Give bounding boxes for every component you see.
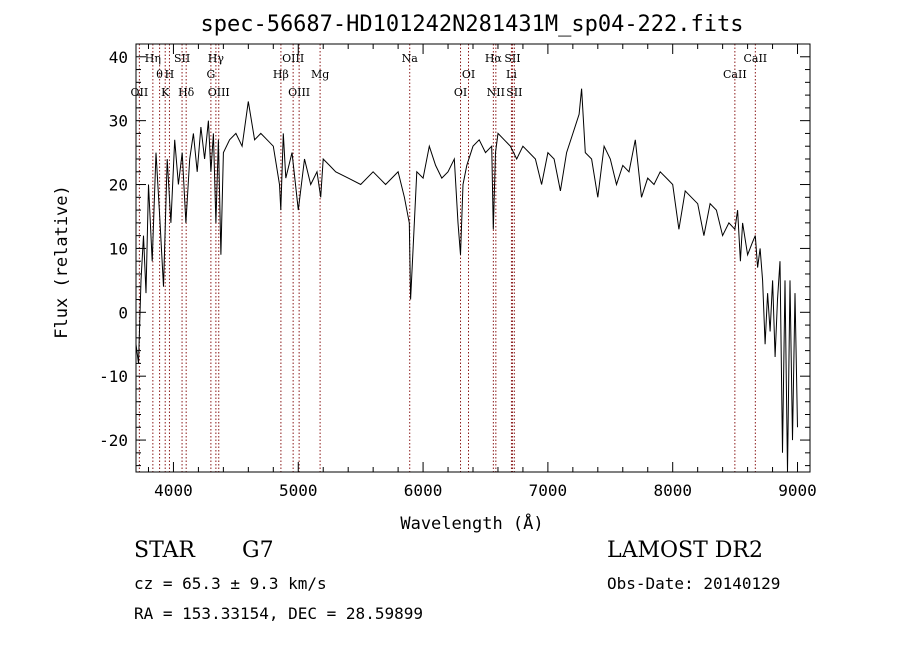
object-subclass: G7	[242, 538, 274, 563]
coordinates: RA = 153.33154, DEC = 28.59899	[134, 604, 423, 623]
obs-date: Obs-Date: 20140129	[607, 574, 781, 593]
line-marker-label: Hη	[145, 52, 161, 65]
line-marker-label: G	[206, 68, 215, 81]
line-marker-label: Na	[402, 52, 419, 65]
line-marker-labels: OIIHηθKHSIIHδGHγOIIIHβOIIIOIIIMgNaOIOIHα…	[131, 52, 768, 99]
x-tick-label: 7000	[529, 481, 568, 500]
line-marker-label: θ	[156, 68, 163, 81]
line-marker-label: Hγ	[208, 52, 225, 65]
line-marker-label: CaII	[723, 68, 747, 81]
line-marker-label: CaII	[743, 52, 767, 65]
line-marker-label: Mg	[311, 68, 329, 81]
line-marker-label: SII	[506, 86, 522, 99]
line-marker-label: H	[165, 68, 175, 81]
line-marker-label: Hβ	[273, 68, 289, 81]
line-marker-label: OIII	[208, 86, 230, 99]
line-marker-label: Hδ	[178, 86, 195, 99]
line-marker-label: SII	[504, 52, 520, 65]
chart-title: spec-56687-HD101242N281431M_sp04-222.fit…	[200, 12, 743, 37]
object-class: STAR	[134, 538, 195, 563]
line-marker-label: Hα	[485, 52, 503, 65]
line-markers	[138, 44, 756, 472]
x-tick-label: 6000	[404, 481, 443, 500]
line-marker-label: OIII	[288, 86, 310, 99]
x-tick-label: 4000	[154, 481, 193, 500]
y-axis-label: Flux (relative)	[52, 185, 72, 339]
x-tick-label: 9000	[778, 481, 817, 500]
y-tick-label: -10	[99, 367, 128, 386]
y-tick-label: 20	[109, 176, 128, 195]
line-marker-label: OI	[454, 86, 467, 99]
redshift-readout: cz = 65.3 ± 9.3 km/s	[134, 574, 327, 593]
plot-axes: 4000 5000 6000 7000 8000 9000 -20 -10 0 10 20 30 40	[99, 43, 817, 500]
y-tick-label: 0	[118, 303, 128, 322]
y-tick-label: 10	[109, 239, 128, 258]
x-tick-label: 5000	[279, 481, 318, 500]
line-marker-label: K	[161, 86, 170, 99]
line-marker-label: OI	[462, 68, 475, 81]
line-marker-label: SII	[174, 52, 190, 65]
plot-frame	[135, 43, 811, 473]
y-tick-label: -20	[99, 431, 128, 450]
y-tick-label: 30	[109, 112, 128, 131]
spectrum-line	[135, 88, 798, 473]
x-axis-label: Wavelength (Å)	[400, 512, 543, 534]
line-marker-label: OII	[131, 86, 149, 99]
line-marker-label: NII	[487, 86, 505, 99]
y-tick-label: 40	[109, 48, 128, 67]
line-marker-label: Li	[506, 68, 517, 81]
line-marker-label: OIII	[282, 52, 304, 65]
x-tick-label: 8000	[653, 481, 692, 500]
survey-name: LAMOST DR2	[607, 538, 763, 563]
